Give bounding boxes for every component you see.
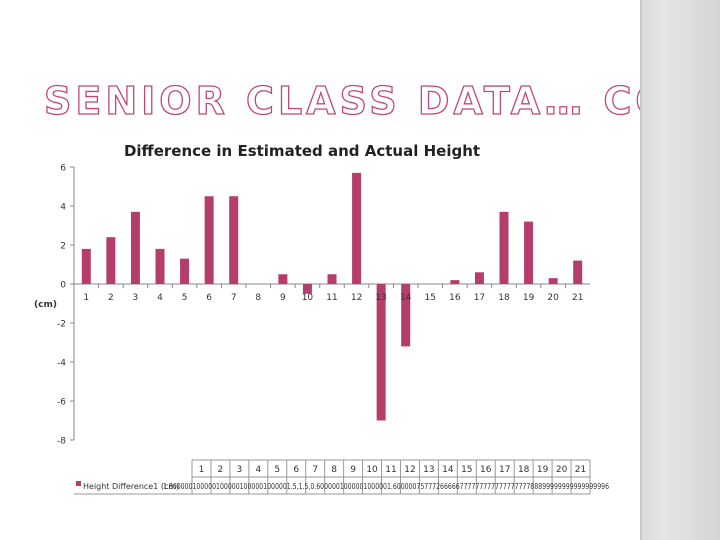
bar bbox=[302, 284, 312, 294]
x-tick-label: 11 bbox=[326, 293, 337, 303]
x-tick-label: 12 bbox=[351, 293, 362, 303]
x-tick-label: 4 bbox=[157, 293, 163, 303]
data-table-header: 18 bbox=[518, 465, 530, 475]
bar bbox=[106, 237, 116, 284]
x-tick-label: 8 bbox=[255, 293, 261, 303]
data-table-header: 21 bbox=[575, 465, 586, 475]
y-tick-label: -2 bbox=[57, 320, 66, 330]
data-table-header: 5 bbox=[274, 465, 280, 475]
bar bbox=[474, 272, 484, 284]
bar bbox=[524, 221, 534, 284]
data-table-values-overlap: 1.8000001000001000001000001000001.5,1.5,… bbox=[163, 482, 609, 491]
x-tick-label: 19 bbox=[523, 293, 535, 303]
chart-title: Difference in Estimated and Actual Heigh… bbox=[124, 142, 480, 160]
x-tick-label: 9 bbox=[280, 293, 286, 303]
x-tick-label: 20 bbox=[547, 293, 559, 303]
x-tick-label: 21 bbox=[572, 293, 583, 303]
x-tick-label: 17 bbox=[474, 293, 485, 303]
data-table-header: 8 bbox=[331, 465, 337, 475]
bar bbox=[155, 248, 165, 284]
data-table-header: 3 bbox=[237, 465, 243, 475]
bar bbox=[278, 274, 288, 284]
data-table-header: 2 bbox=[218, 465, 224, 475]
bar bbox=[327, 274, 337, 284]
x-tick-label: 14 bbox=[400, 293, 412, 303]
bar bbox=[204, 196, 214, 284]
y-tick-label: 0 bbox=[60, 281, 66, 291]
data-table-row-label: Height Difference1 (cm) bbox=[83, 482, 179, 491]
data-table-header: 6 bbox=[293, 465, 299, 475]
data-table-header: 13 bbox=[423, 465, 434, 475]
data-table-header: 15 bbox=[461, 465, 472, 475]
y-tick-label: -4 bbox=[57, 359, 66, 369]
bar bbox=[180, 258, 190, 284]
data-table-legend-swatch bbox=[76, 481, 81, 486]
y-tick-label: -6 bbox=[57, 398, 66, 408]
data-table-header: 11 bbox=[385, 465, 396, 475]
bar bbox=[499, 211, 509, 284]
x-tick-label: 2 bbox=[108, 293, 114, 303]
data-table-header: 10 bbox=[366, 465, 378, 475]
data-table-header: 9 bbox=[350, 465, 356, 475]
bar bbox=[573, 260, 583, 284]
data-table-header: 1 bbox=[199, 465, 205, 475]
bar bbox=[548, 278, 558, 284]
bar bbox=[401, 284, 411, 347]
x-tick-label: 16 bbox=[449, 293, 461, 303]
bar bbox=[229, 196, 239, 284]
y-tick-label: 6 bbox=[60, 164, 66, 174]
x-tick-label: 15 bbox=[425, 293, 436, 303]
data-table-header: 17 bbox=[499, 465, 510, 475]
data-table-header: 12 bbox=[404, 465, 415, 475]
data-table-header: 14 bbox=[442, 465, 454, 475]
bar bbox=[130, 211, 140, 284]
slide-title-text: SENIOR CLASS DATA… CONT’D bbox=[44, 79, 640, 123]
x-tick-label: 3 bbox=[133, 293, 139, 303]
bar bbox=[450, 280, 460, 284]
slide-title: SENIOR CLASS DATA… CONT’D bbox=[40, 70, 720, 130]
x-tick-label: 7 bbox=[231, 293, 237, 303]
y-tick-label: 2 bbox=[60, 242, 66, 252]
bar bbox=[376, 284, 386, 421]
y-tick-label: -8 bbox=[57, 437, 66, 447]
x-tick-label: 18 bbox=[498, 293, 510, 303]
y-tick-label: 4 bbox=[60, 203, 66, 213]
x-tick-label: 10 bbox=[302, 293, 314, 303]
data-table-header: 20 bbox=[556, 465, 568, 475]
x-tick-label: 5 bbox=[182, 293, 188, 303]
data-table-header: 19 bbox=[537, 465, 549, 475]
x-tick-label: 6 bbox=[206, 293, 212, 303]
y-axis-label: (cm) bbox=[34, 300, 57, 310]
data-table-header: 4 bbox=[255, 465, 261, 475]
x-tick-label: 13 bbox=[375, 293, 386, 303]
slide-title-svg: SENIOR CLASS DATA… CONT’D bbox=[43, 78, 720, 123]
x-tick-label: 1 bbox=[83, 293, 89, 303]
bar bbox=[81, 248, 91, 284]
data-table-header: 7 bbox=[312, 465, 318, 475]
side-decoration-band bbox=[640, 0, 720, 540]
height-difference-chart: Difference in Estimated and Actual Heigh… bbox=[34, 142, 609, 495]
bar bbox=[352, 172, 362, 284]
data-table-header: 16 bbox=[480, 465, 492, 475]
